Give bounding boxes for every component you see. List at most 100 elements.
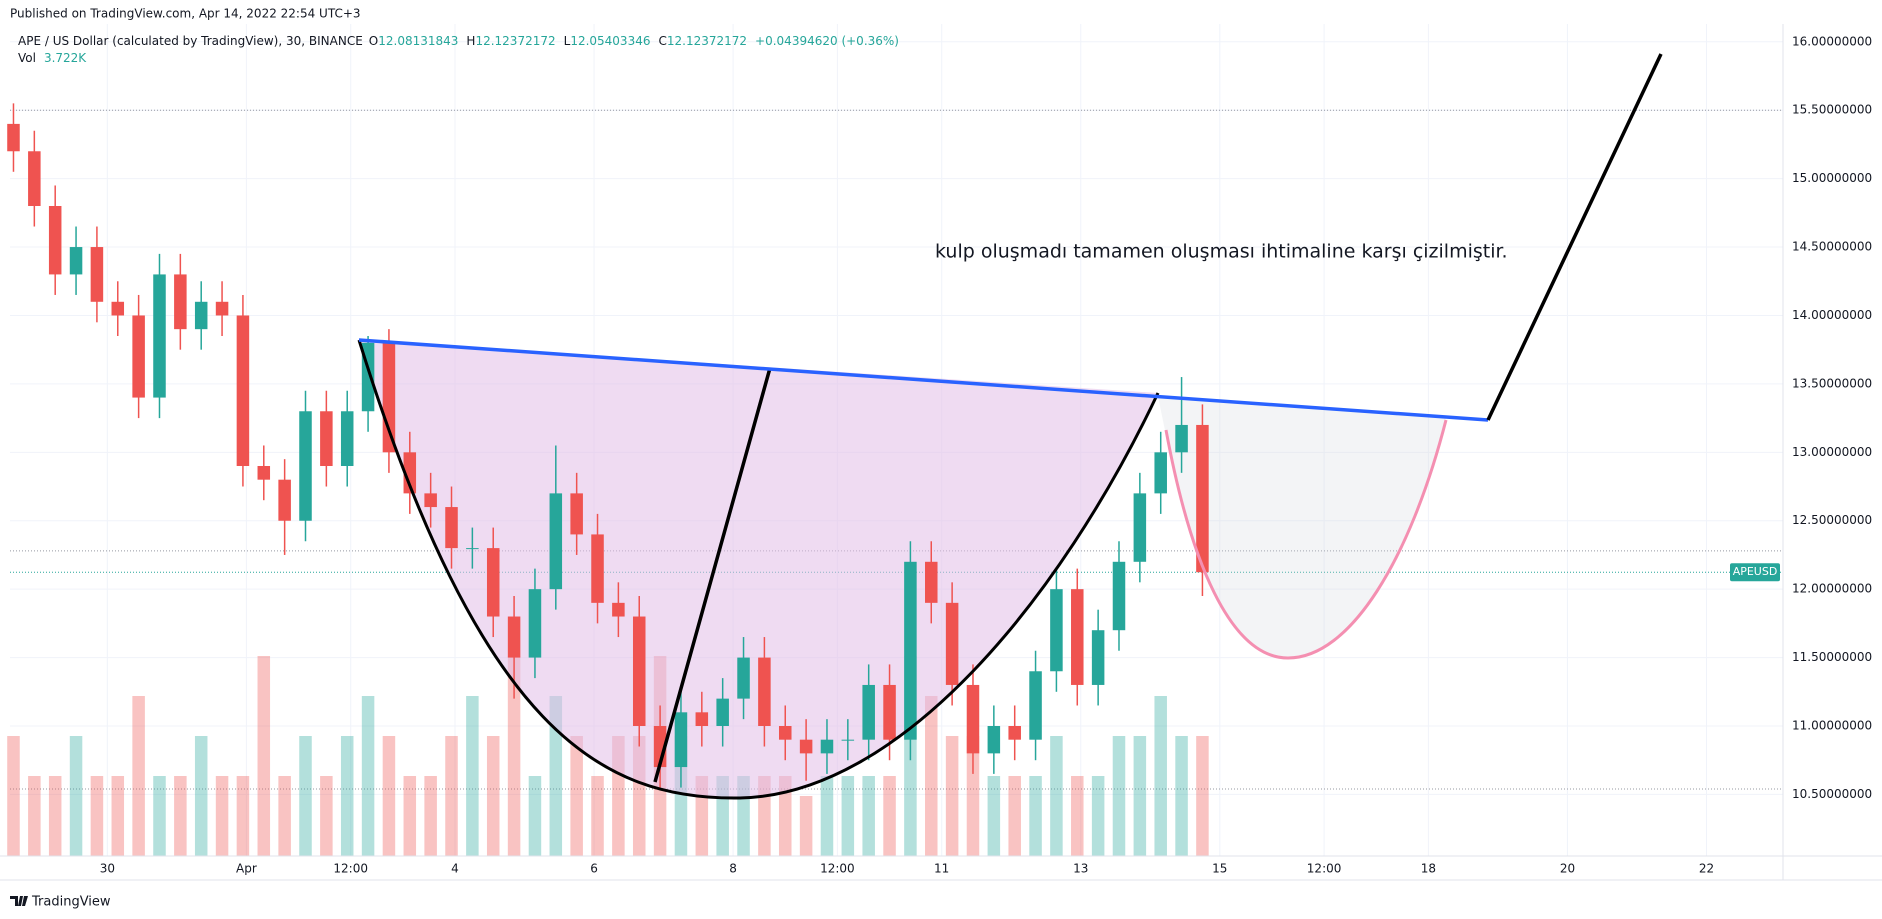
candle-body (841, 739, 855, 741)
volume-bar (299, 736, 312, 856)
volume-bar (987, 776, 1001, 856)
legend-value: 12.12372172 (475, 34, 555, 48)
candle-body (925, 561, 938, 603)
x-tick-label: 8 (729, 862, 737, 876)
handle-fill (1158, 396, 1446, 658)
volume-bar (90, 776, 104, 856)
price-label-box (1730, 563, 1780, 582)
candle-body (340, 411, 354, 466)
candle-body (674, 712, 688, 768)
candle-body (945, 602, 959, 685)
y-tick-label: 15.00000000 (1792, 171, 1872, 185)
y-tick-label: 13.00000000 (1792, 445, 1872, 459)
candle-body (716, 698, 729, 726)
candle-body (486, 548, 500, 617)
volume-bar (424, 776, 437, 856)
candle-body (799, 739, 813, 754)
x-tick-label: 12:00 (1307, 862, 1342, 876)
volume-bar (257, 656, 271, 856)
volume-bar (403, 776, 417, 856)
volume-bar (549, 696, 563, 856)
candle-body (48, 206, 62, 275)
volume-bar (69, 736, 83, 856)
drawings (357, 53, 1663, 800)
volume-bar (174, 776, 187, 856)
legend-key: H (466, 34, 475, 48)
candle-body (403, 452, 417, 494)
candle-body (758, 657, 771, 726)
legend-key: C (658, 34, 666, 48)
volume-bar (841, 776, 855, 856)
candle-body (862, 684, 875, 740)
candle-body (69, 247, 83, 275)
x-tick-label: 15 (1212, 862, 1227, 876)
x-tick-label: 12:00 (820, 862, 855, 876)
volume-bar (591, 776, 604, 856)
candle-body (737, 657, 750, 699)
published-note: Published on TradingView.com, Apr 14, 20… (10, 7, 361, 21)
candle-body (904, 561, 917, 740)
breakout-line (1486, 53, 1663, 421)
volume-bar (1008, 776, 1021, 856)
candle-body (466, 548, 479, 550)
volume-bar (466, 696, 479, 856)
volume-bar (1112, 736, 1126, 856)
candle-body (382, 342, 396, 453)
candle-body (1175, 424, 1188, 453)
x-tick-label: 11 (934, 862, 949, 876)
legend-change: +0.04394620 (+0.36%) (755, 34, 899, 48)
candles (7, 103, 1209, 788)
x-tick-label: 13 (1073, 862, 1088, 876)
volume-bar (382, 736, 396, 856)
candle-body (1196, 424, 1209, 573)
volume-bar (778, 776, 792, 856)
volume-bar (1050, 736, 1063, 856)
volume-bar (236, 776, 250, 856)
x-tick-label: 20 (1560, 862, 1575, 876)
volume-bar (28, 776, 41, 856)
x-tick-label: 6 (590, 862, 598, 876)
legend-key: L (564, 34, 571, 48)
candle-body (153, 274, 166, 398)
volume-bar (945, 736, 959, 856)
legend: APE / US Dollar (calculated by TradingVi… (18, 34, 899, 48)
vol-key: Vol (18, 51, 36, 65)
x-tick-label: Apr (236, 862, 257, 876)
volume-bar (528, 776, 542, 856)
x-tick-label: 12:00 (333, 862, 368, 876)
volume-bar (925, 696, 938, 856)
volume-bar (132, 696, 145, 856)
volume-bar (7, 736, 20, 856)
x-tick-label: 18 (1421, 862, 1436, 876)
y-tick-label: 11.00000000 (1792, 719, 1872, 733)
logo-mark (10, 896, 28, 906)
annotation: kulp oluşmadı tamamen oluşması ihtimalin… (935, 241, 1508, 263)
candle-body (987, 726, 1001, 754)
y-tick-label: 14.00000000 (1792, 308, 1872, 322)
volume-bar (153, 776, 166, 856)
y-tick-label: 12.50000000 (1792, 513, 1872, 527)
y-tick-label: 11.50000000 (1792, 650, 1872, 664)
volume-bar (1071, 776, 1084, 856)
candle-body (528, 589, 542, 658)
symbol: APE / US Dollar (calculated by TradingVi… (18, 34, 363, 48)
candle-body (1008, 726, 1021, 740)
candle-body (695, 712, 709, 726)
volume-bar (862, 776, 875, 856)
candle-body (591, 534, 604, 603)
x-tick-label: 4 (451, 862, 459, 876)
volume-bar (486, 736, 500, 856)
legend-value: 12.12372172 (667, 34, 747, 48)
logo: TradingView (10, 895, 111, 910)
candle-body (820, 739, 834, 754)
vol-value: 3.722K (44, 51, 87, 65)
volume (7, 656, 1209, 856)
candle-body (1091, 630, 1105, 685)
volume-bar (1196, 736, 1209, 856)
depth-line (653, 367, 772, 783)
volume-bar (111, 776, 125, 856)
candle-body (570, 493, 583, 535)
candle-body (215, 301, 229, 316)
volume-bar (1154, 696, 1167, 856)
